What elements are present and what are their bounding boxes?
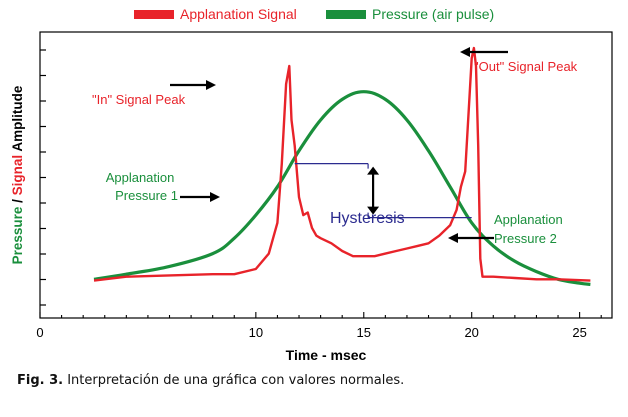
arrow-out-peak-head xyxy=(460,47,470,57)
series-line-pressure xyxy=(93,90,591,286)
annotation-hysteresis: Hysteresis xyxy=(330,210,405,227)
x-tick-label: 20 xyxy=(464,325,478,340)
annotation-pressure-2-line-1: Applanation xyxy=(494,212,563,227)
y-axis-label-amplitude: Amplitude xyxy=(10,85,25,155)
x-axis-ticks: 0 10 15 20 25 xyxy=(36,312,602,340)
caption-text: Interpretación de una gráfica con valore… xyxy=(63,373,405,388)
y-axis-label: Pressure / Signal Amplitude xyxy=(10,85,25,264)
y-axis-ticks xyxy=(40,49,46,306)
legend-label-pressure: Pressure (air pulse) xyxy=(372,6,494,22)
x-tick-label: 15 xyxy=(357,325,371,340)
annotation-pressure-2: Applanation Pressure 2 xyxy=(494,212,566,246)
series-layer xyxy=(93,46,591,286)
annotation-in-signal-peak: "In" Signal Peak xyxy=(92,92,186,107)
pointer-arrows xyxy=(170,47,508,243)
annotation-pressure-1-line-2: Pressure 1 xyxy=(115,188,178,203)
annotation-out-signal-peak: "Out" Signal Peak xyxy=(474,59,578,74)
legend-swatch-signal xyxy=(134,10,174,19)
series-line-signal xyxy=(93,46,591,282)
annotation-pressure-1-line-1: Applanation xyxy=(106,170,175,185)
annotation-pressure-1: Applanation Pressure 1 xyxy=(106,170,178,203)
legend: Applanation Signal Pressure (air pulse) xyxy=(134,6,494,22)
hysteresis-arrowhead-down xyxy=(367,206,380,215)
x-tick-label: 10 xyxy=(249,325,263,340)
arrow-pressure-1-head xyxy=(210,192,220,202)
hysteresis-arrowhead-up xyxy=(367,166,380,175)
y-axis-label-slash: / xyxy=(10,195,25,206)
x-axis-label: Time - msec xyxy=(286,347,367,363)
caption-label: Fig. 3. xyxy=(17,373,64,388)
annotation-pressure-2-line-2: Pressure 2 xyxy=(494,231,557,246)
legend-swatch-pressure xyxy=(326,10,366,19)
arrow-in-peak-head xyxy=(206,80,216,90)
x-tick-label: 25 xyxy=(572,325,586,340)
legend-label-signal: Applanation Signal xyxy=(180,6,297,22)
chart: Applanation Signal Pressure (air pulse) … xyxy=(10,6,613,363)
hysteresis-markers xyxy=(294,163,472,219)
y-axis-label-signal: Signal xyxy=(10,155,25,196)
plot-frame xyxy=(39,31,613,319)
figure-caption: Fig. 3. Interpretación de una gráfica co… xyxy=(17,373,404,388)
x-tick-label: 0 xyxy=(36,325,43,340)
y-axis-label-pressure: Pressure xyxy=(10,206,25,264)
arrow-pressure-2-head xyxy=(448,233,458,243)
